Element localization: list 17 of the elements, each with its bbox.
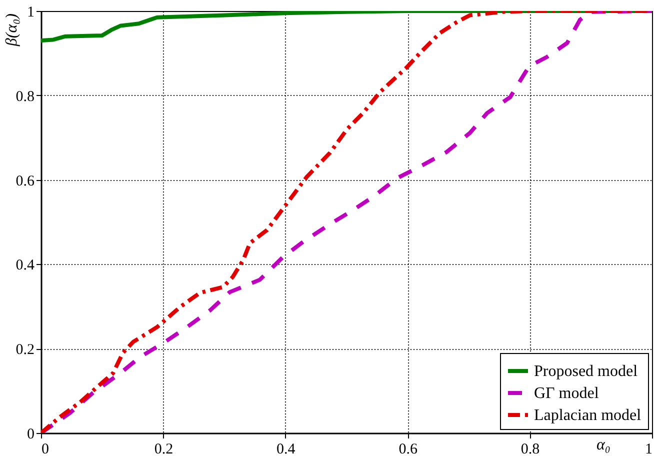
legend-label: Proposed model <box>534 363 638 380</box>
x-tick-label: 1 <box>645 442 652 456</box>
x-tick-label: 0.2 <box>154 442 174 456</box>
legend-label: Laplacian model <box>534 407 642 424</box>
y-tick-label: 0.6 <box>16 173 35 190</box>
x-tick-label: 0.8 <box>520 442 540 456</box>
x-tick-label: 0.6 <box>398 442 418 456</box>
y-tick-label: 1 <box>27 4 34 20</box>
y-tick-label: 0.4 <box>16 258 35 274</box>
x-tick-label: 0.4 <box>276 442 296 456</box>
legend-label: GΓ model <box>534 385 600 402</box>
y-tick-label: 0.8 <box>16 88 34 105</box>
x-axis-title: α₀ <box>596 436 610 454</box>
y-axis-title: β(α₀) <box>4 14 20 48</box>
y-tick-label: 0.2 <box>16 342 34 358</box>
x-tick-label: 0 <box>42 442 49 456</box>
y-tick-label: 0 <box>27 426 34 442</box>
